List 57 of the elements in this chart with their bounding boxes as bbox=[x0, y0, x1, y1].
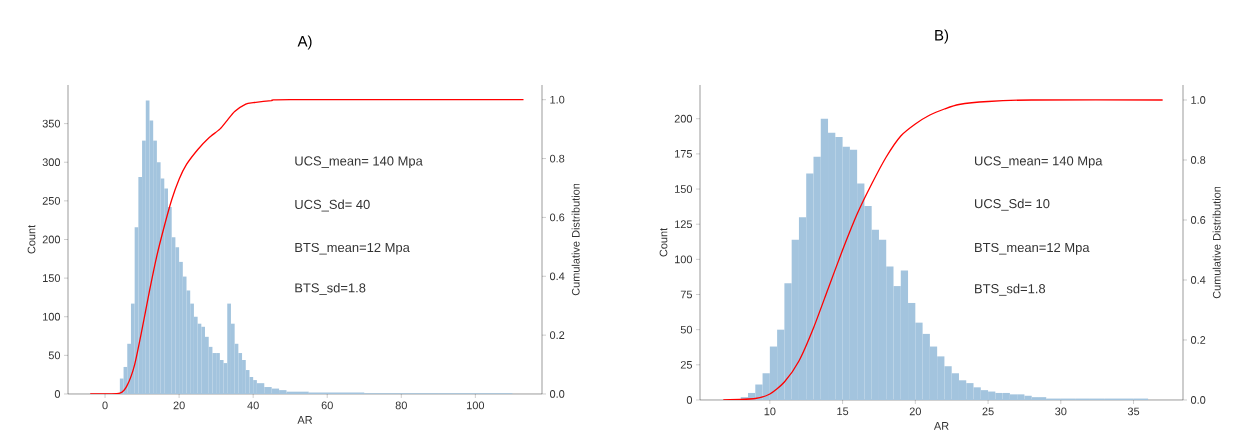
y2-tick-label: 0.0 bbox=[1190, 396, 1206, 404]
y2-tick-label: 0.6 bbox=[1190, 216, 1206, 224]
annotation: BTS_mean=12 Mpa bbox=[295, 242, 410, 255]
y2-axis-title: Cumulative Distribution bbox=[1212, 186, 1221, 299]
x-tick-label: 25 bbox=[982, 407, 994, 416]
y-axis-title: Count bbox=[27, 224, 36, 254]
y2-tick-label: 0.6 bbox=[549, 213, 565, 222]
y-tick-label: 75 bbox=[680, 290, 693, 299]
y2-axis-title: Cumulative Distribution bbox=[571, 183, 580, 296]
annotation: UCS_mean= 140 Mpa bbox=[975, 156, 1103, 169]
x-tick-label: 60 bbox=[321, 401, 333, 410]
x-tick-label: 100 bbox=[467, 401, 485, 410]
y-tick-label: 50 bbox=[48, 351, 61, 360]
x-tick-label: 40 bbox=[247, 401, 259, 410]
y2-tick-label: 0.4 bbox=[549, 272, 565, 281]
x-tick-label: 20 bbox=[909, 407, 921, 416]
x-tick-label: 10 bbox=[764, 407, 776, 416]
y2-tick-label: 0.8 bbox=[549, 154, 565, 163]
y-tick-label: 100 bbox=[675, 255, 693, 264]
annotation: BTS_sd=1.8 bbox=[295, 282, 366, 295]
y2-tick-label: 0.4 bbox=[1190, 276, 1206, 284]
annotation: UCS_Sd= 40 bbox=[295, 199, 370, 212]
x-tick-label: 15 bbox=[837, 407, 849, 416]
y-tick-label: 125 bbox=[675, 220, 693, 229]
annotation: BTS_mean=12 Mpa bbox=[975, 242, 1090, 255]
y-tick-label: 200 bbox=[42, 235, 61, 244]
y2-tick-label: 1.0 bbox=[1191, 96, 1206, 104]
y-tick-label: 100 bbox=[43, 312, 61, 321]
annotation: UCS_mean= 140 Mpa bbox=[295, 156, 423, 169]
x-tick-label: 80 bbox=[395, 401, 407, 410]
y-axis-title: Count bbox=[659, 227, 668, 257]
chart-title: A) bbox=[297, 35, 312, 50]
y2-tick-label: 0.2 bbox=[549, 331, 565, 340]
y-tick-label: 50 bbox=[680, 325, 693, 334]
x-tick-label: 35 bbox=[1127, 407, 1140, 416]
annotation: UCS_Sd= 10 bbox=[975, 198, 1050, 211]
y-tick-label: 150 bbox=[43, 274, 61, 282]
annotation: BTS_sd=1.8 bbox=[975, 283, 1046, 296]
x-tick-label: 30 bbox=[1055, 407, 1067, 416]
y2-tick-label: 1.0 bbox=[550, 95, 565, 104]
y-tick-label: 25 bbox=[680, 360, 693, 369]
y2-tick-label: 0.2 bbox=[1190, 336, 1206, 344]
y-tick-label: 300 bbox=[42, 158, 61, 167]
y2-tick-label: 0.8 bbox=[1190, 156, 1206, 164]
y-tick-label: 350 bbox=[42, 119, 61, 128]
x-axis-title: AR bbox=[933, 422, 949, 430]
x-tick-label: 20 bbox=[173, 401, 185, 410]
chart-title: B) bbox=[935, 29, 949, 44]
y-tick-label: 150 bbox=[675, 185, 693, 193]
x-tick-label: 0 bbox=[102, 401, 108, 410]
y-tick-label: 250 bbox=[42, 196, 61, 205]
y-tick-label: 200 bbox=[674, 114, 693, 123]
y-tick-label: 0 bbox=[54, 390, 61, 398]
x-axis-title: AR bbox=[297, 416, 313, 424]
y-tick-label: 175 bbox=[675, 150, 693, 158]
y-tick-label: 0 bbox=[686, 396, 693, 404]
y2-tick-label: 0.0 bbox=[549, 390, 565, 398]
